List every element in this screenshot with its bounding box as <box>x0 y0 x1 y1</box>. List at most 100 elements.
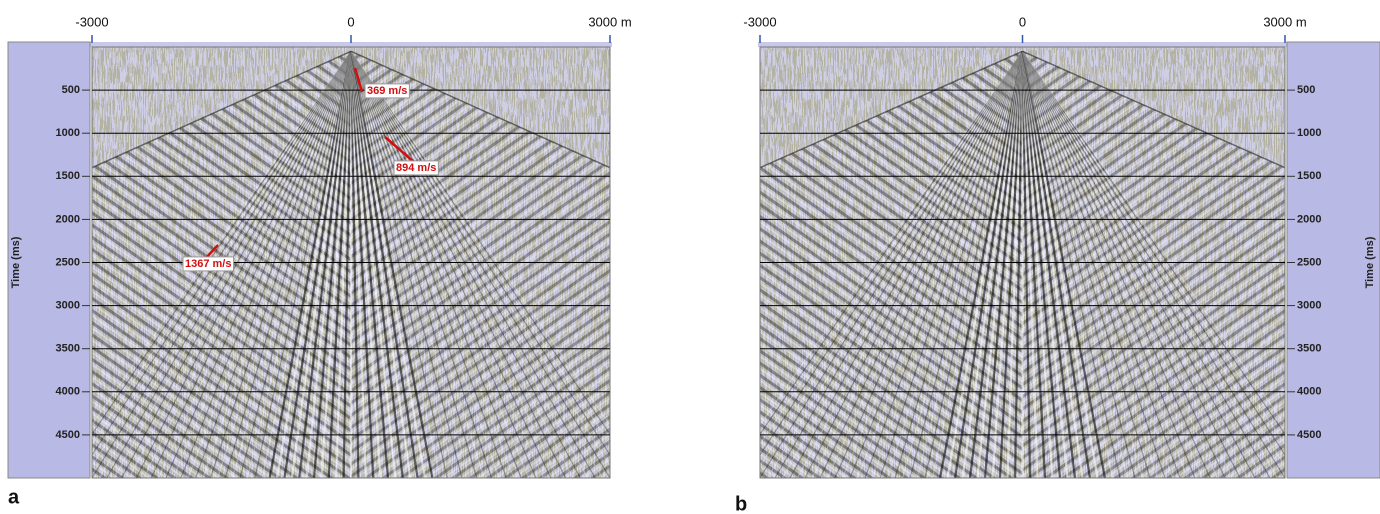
y-tick-label: 2000 <box>56 213 80 225</box>
y-tick-label: 4000 <box>56 386 80 398</box>
event <box>180 51 352 478</box>
event <box>268 51 353 478</box>
y-tick-label: 2500 <box>1297 256 1321 268</box>
event <box>1021 51 1069 478</box>
event <box>819 51 1024 478</box>
event <box>1021 51 1062 478</box>
waves-left <box>760 51 1023 478</box>
event <box>283 51 353 478</box>
event <box>983 51 1024 478</box>
event <box>349 51 412 478</box>
event <box>350 51 500 478</box>
event <box>158 51 352 478</box>
event <box>350 50 610 426</box>
event <box>1021 51 1039 478</box>
event <box>901 51 1024 478</box>
x-tick-label: -3000 <box>743 14 776 29</box>
event <box>1021 51 1136 478</box>
y-axis-label: Time (ms) <box>10 236 22 288</box>
event <box>121 51 352 478</box>
event <box>202 51 352 478</box>
event <box>864 51 1024 478</box>
event <box>1021 51 1196 478</box>
y-tick-label: 4500 <box>1297 429 1321 441</box>
event <box>261 51 352 478</box>
event <box>150 51 352 478</box>
y-axis-strip <box>7 41 91 479</box>
event <box>350 51 456 478</box>
event <box>1021 51 1054 478</box>
event <box>135 51 352 478</box>
event <box>350 51 478 478</box>
event <box>239 51 352 478</box>
event <box>217 51 352 478</box>
event <box>871 51 1024 478</box>
event <box>1021 51 1174 478</box>
event <box>349 51 397 478</box>
event <box>879 51 1024 478</box>
event <box>209 51 352 478</box>
event <box>1021 51 1114 478</box>
y-tick-label: 1500 <box>1297 170 1321 182</box>
event <box>1021 51 1234 478</box>
y-tick-label: 1000 <box>1297 127 1321 139</box>
event <box>1022 50 1285 426</box>
event <box>1021 51 1144 478</box>
event <box>350 51 515 478</box>
event <box>1021 51 1032 478</box>
event <box>327 51 353 478</box>
event <box>350 50 610 446</box>
event <box>350 51 441 478</box>
y-tick-label: 1000 <box>56 127 80 139</box>
event <box>1021 51 1151 478</box>
velocity-label: 1367 m/s <box>185 258 231 270</box>
event <box>856 51 1024 478</box>
event <box>349 51 419 478</box>
event <box>349 51 390 478</box>
event <box>350 51 544 478</box>
event <box>968 51 1024 478</box>
first-arrival-right <box>1022 50 1285 169</box>
event <box>350 51 493 478</box>
event <box>1021 51 1226 478</box>
event <box>1021 50 1285 478</box>
event <box>1022 50 1285 436</box>
event <box>349 51 375 478</box>
event <box>1021 51 1129 478</box>
event <box>760 50 1023 436</box>
event <box>350 50 610 457</box>
event <box>350 51 581 478</box>
event <box>349 51 427 478</box>
event <box>841 51 1024 478</box>
event <box>1006 51 1024 478</box>
event <box>1021 51 1092 478</box>
event <box>275 51 353 478</box>
event <box>349 51 404 478</box>
y-tick-label: 4000 <box>1297 386 1321 398</box>
x-tick-label: -3000 <box>75 14 108 29</box>
event <box>1021 51 1159 478</box>
event <box>165 51 352 478</box>
event <box>172 51 352 478</box>
waves-right <box>351 51 610 478</box>
event <box>1021 51 1249 478</box>
y-tick-label: 500 <box>62 84 80 96</box>
event <box>195 51 352 478</box>
event <box>1021 51 1271 478</box>
event <box>350 51 522 478</box>
event <box>254 51 352 478</box>
event <box>931 51 1024 478</box>
event <box>342 51 353 478</box>
event <box>1021 51 1181 478</box>
event <box>991 51 1024 478</box>
event <box>760 50 1023 426</box>
y-tick-label: 1500 <box>56 170 80 182</box>
y-tick-label: 3500 <box>56 343 80 355</box>
y-tick-label: 2000 <box>1297 213 1321 225</box>
event <box>1021 51 1241 478</box>
x-tick-label: 0 <box>1019 14 1026 29</box>
event <box>938 51 1024 478</box>
event <box>350 51 448 478</box>
x-tick-label: 3000 m <box>588 14 631 29</box>
